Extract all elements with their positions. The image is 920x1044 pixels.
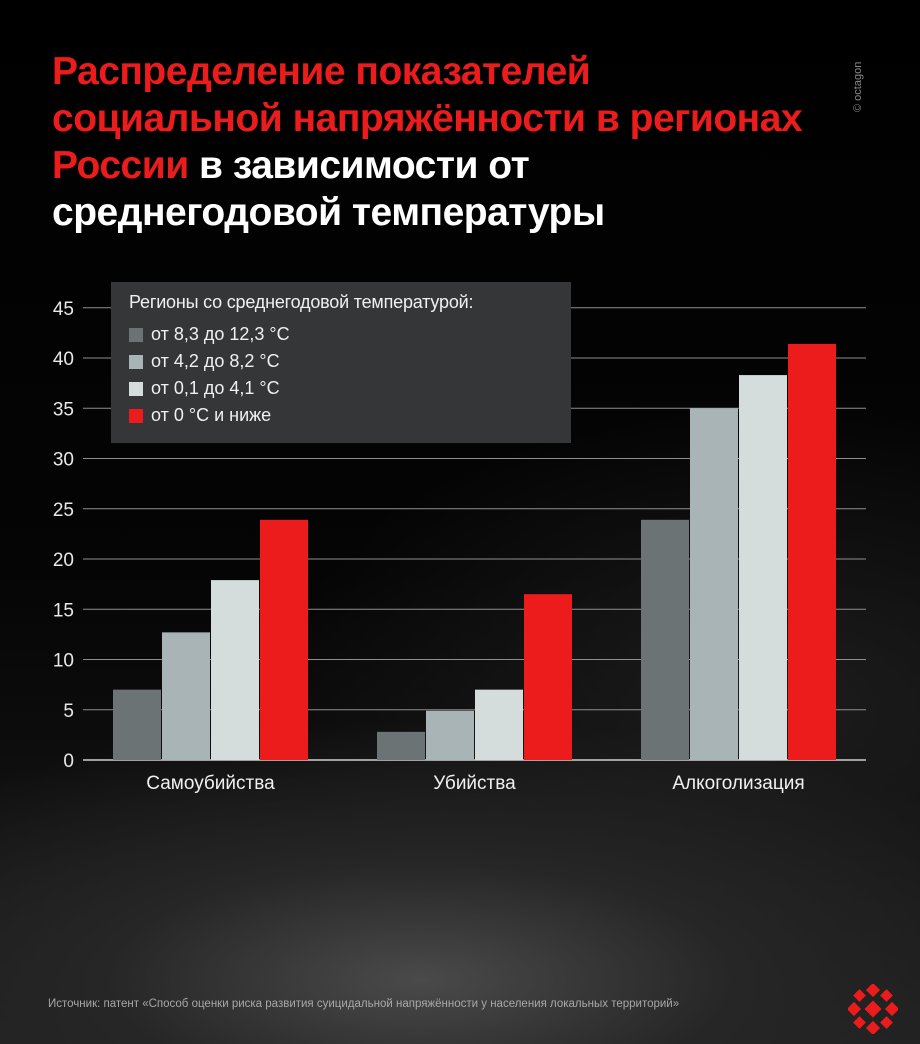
legend: Регионы со среднегодовой температурой: о…	[111, 282, 571, 443]
y-tick-label: 10	[53, 651, 74, 672]
y-tick-label: 15	[53, 600, 74, 621]
y-tick-label: 25	[53, 500, 74, 521]
bar	[113, 689, 161, 760]
category-label: Убийства	[433, 773, 516, 794]
legend-title: Регионы со среднегодовой температурой:	[129, 292, 474, 312]
title-white-part: в зависимости от среднегодовой температу…	[52, 144, 605, 234]
legend-label: от 0 °С и ниже	[151, 405, 272, 425]
legend-swatch	[129, 327, 143, 342]
legend-item: от 4,2 до 8,2 °С	[129, 348, 571, 375]
y-tick-label: 30	[53, 450, 74, 471]
bar	[162, 632, 210, 760]
bar	[475, 689, 523, 760]
octagon-logo-icon	[848, 984, 898, 1034]
y-tick-label: 35	[53, 399, 74, 420]
y-tick-label: 40	[53, 349, 74, 370]
legend-item: от 0,1 до 4,1 °С	[129, 375, 571, 402]
category-label: Самоубийства	[146, 773, 275, 794]
legend-swatch	[129, 381, 143, 396]
bar	[690, 408, 738, 760]
legend-label: от 4,2 до 8,2 °С	[151, 351, 280, 371]
bar	[739, 375, 787, 760]
category-labels: Самоубийства Убийства Алкоголизация	[146, 773, 804, 794]
source-note: Источник: патент «Способ оценки риска ра…	[48, 998, 680, 1010]
bar	[426, 710, 474, 760]
legend-item: от 0 °С и ниже	[129, 402, 571, 429]
bar	[260, 519, 308, 760]
y-tick-label: 45	[53, 299, 74, 320]
y-tick-label: 5	[63, 701, 74, 722]
bar	[641, 519, 689, 760]
legend-label: от 8,3 до 12,3 °С	[151, 324, 290, 344]
bar	[377, 731, 425, 760]
bar	[524, 594, 572, 760]
title-red-part: Распределение показателей социальной нап…	[52, 50, 803, 187]
bar	[788, 343, 836, 760]
bar	[211, 580, 259, 760]
y-tick-label: 20	[53, 550, 74, 571]
y-tick-label: 0	[63, 751, 74, 772]
chart-title: Распределение показателей социальной нап…	[52, 48, 812, 236]
legend-item: от 8,3 до 12,3 °С	[129, 321, 571, 348]
y-tick-labels: 0 5 10 15 20 25 30 35 40 45	[53, 299, 74, 772]
legend-swatch	[129, 408, 143, 423]
category-label: Алкоголизация	[672, 773, 804, 794]
legend-swatch	[129, 354, 143, 369]
bars	[113, 343, 836, 760]
legend-label: от 0,1 до 4,1 °С	[151, 378, 280, 398]
